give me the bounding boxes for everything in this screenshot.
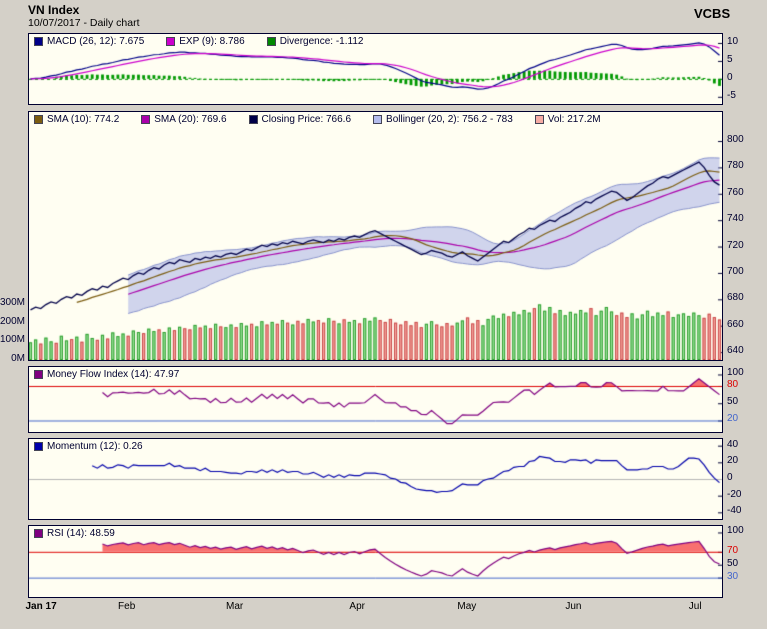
y-axis-label: 680 [727,292,744,304]
legend-item: Vol: 217.2M [534,114,601,125]
y-axis-label: 20 [727,455,739,467]
y-axis-label: 100 [727,525,744,537]
legend-item: RSI (14): 48.59 [34,528,115,539]
y-axis-label: 50 [727,396,739,408]
legend-item: SMA (10): 774.2 [34,114,119,125]
x-axis-label: May [457,601,477,612]
chart-subtitle: 10/07/2017 - Daily chart [28,17,140,29]
price-panel: SMA (10): 774.2 SMA (20): 769.6 Closing Pr… [28,111,723,361]
y-axis-label: 640 [727,345,744,357]
y-axis-label: 50 [727,557,739,569]
y-axis-label: -5 [727,89,736,101]
legend-item: SMA (20): 769.6 [141,114,227,125]
x-axis-label: Jul [688,601,702,612]
legend-label: MACD (26, 12): 7.675 [47,36,145,47]
y-axis-label: 700 [727,265,744,277]
x-axis-label: Mar [226,601,244,612]
momentum-canvas [29,439,722,519]
y-axis-label: -20 [727,488,742,500]
legend-item: Momentum (12): 0.26 [34,441,143,452]
y-axis-label: 10 [727,35,739,47]
macd-legend: MACD (26, 12): 7.675 EXP (9): 8.786 Diverg… [34,36,363,47]
y-axis-label: 740 [727,213,744,225]
legend-label: SMA (20): 769.6 [154,114,227,125]
vol-axis-label: 0M [11,353,25,364]
legend-swatch [534,115,544,124]
y-axis-label: 70 [727,544,739,556]
legend-label: Closing Price: 766.6 [261,114,352,125]
legend-item: MACD (26, 12): 7.675 [34,36,144,47]
brand-logo: VCBS [694,6,731,21]
x-axis-label: Jan 17 [25,601,57,612]
legend-swatch [373,115,383,124]
x-axis-label: Feb [118,601,136,612]
legend-swatch [166,37,176,46]
money-flow-index-panel: Money Flow Index (14): 47.97 [28,366,723,433]
y-axis-label: 720 [727,239,744,251]
vol-axis-label: 300M [0,297,26,308]
legend-label: SMA (10): 774.2 [47,114,120,125]
rsi-legend: RSI (14): 48.59 [34,528,115,539]
y-axis-label: 0 [727,472,733,483]
legend-swatch [34,115,43,124]
x-axis-label: Jun [565,601,582,612]
y-axis-label: -40 [727,505,742,517]
legend-swatch [248,115,258,124]
rsi-canvas [29,526,722,597]
y-axis-label: 660 [727,318,744,330]
chart-title: VN Index [28,3,80,17]
y-axis-label: 760 [727,186,744,198]
y-axis-label: 5 [727,53,733,65]
y-axis-label: 800 [727,134,744,146]
y-axis-label: 780 [727,160,744,172]
legend-swatch [34,37,43,46]
legend-item: Divergence: -1.112 [266,36,364,47]
price-legend: SMA (10): 774.2 SMA (20): 769.6 Closing Pr… [34,114,601,125]
y-axis-label: 100 [727,367,744,379]
legend-item: Money Flow Index (14): 47.97 [34,369,179,380]
legend-item: Bollinger (20, 2): 756.2 - 783 [373,114,513,125]
legend-label: Money Flow Index (14): 47.97 [47,369,180,380]
legend-swatch [266,37,276,46]
vol-axis-label: 100M [0,334,26,346]
y-axis-label: 40 [727,438,739,450]
legend-swatch [34,529,43,538]
y-axis-label: 80 [727,378,739,390]
momentum-panel: Momentum (12): 0.26 [28,438,723,520]
y-axis-label: 30 [727,570,739,582]
legend-label: Divergence: -1.112 [279,36,364,47]
rsi-panel: RSI (14): 48.59 [28,525,723,598]
legend-item: EXP (9): 8.786 [166,36,245,47]
macd-panel: MACD (26, 12): 7.675 EXP (9): 8.786 Diverg… [28,33,723,105]
x-axis-label: Apr [349,601,365,612]
legend-item: Closing Price: 766.6 [248,114,352,125]
mfi-canvas [29,367,722,432]
y-axis-label: 0 [727,71,733,83]
legend-swatch [34,370,43,379]
legend-label: EXP (9): 8.786 [179,36,245,47]
y-axis-label: 20 [727,413,739,425]
legend-label: Vol: 217.2M [547,114,601,125]
legend-label: Momentum (12): 0.26 [47,441,143,452]
vol-axis-label: 200M [0,315,26,327]
legend-swatch [34,442,43,451]
mfi-legend: Money Flow Index (14): 47.97 [34,369,179,380]
momentum-legend: Momentum (12): 0.26 [34,441,143,452]
legend-label: RSI (14): 48.59 [47,528,115,539]
legend-label: Bollinger (20, 2): 756.2 - 783 [386,114,513,125]
legend-swatch [141,115,151,124]
price-canvas [29,112,722,360]
macd-canvas [29,34,722,104]
